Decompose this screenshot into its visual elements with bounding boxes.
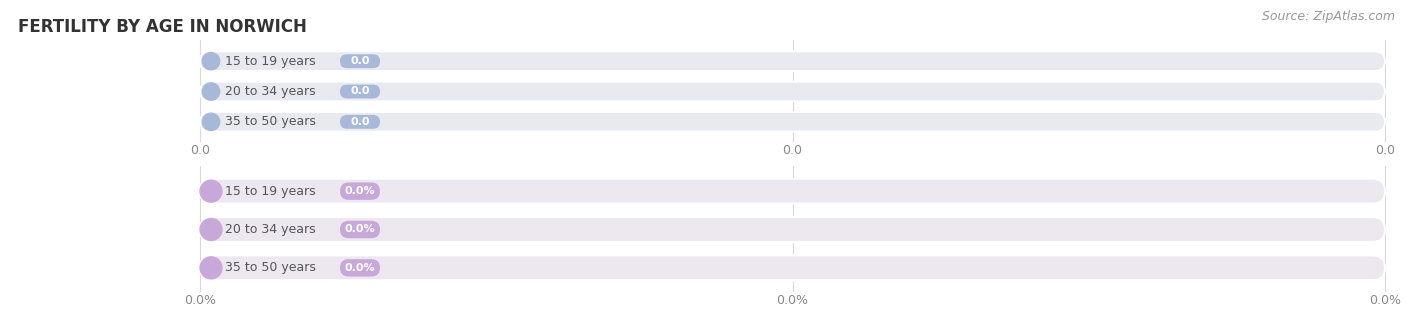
Text: 15 to 19 years: 15 to 19 years bbox=[225, 185, 315, 198]
Text: 0.0: 0.0 bbox=[350, 117, 370, 127]
Text: FERTILITY BY AGE IN NORWICH: FERTILITY BY AGE IN NORWICH bbox=[18, 18, 307, 36]
FancyBboxPatch shape bbox=[340, 115, 380, 129]
Text: 0.0: 0.0 bbox=[350, 86, 370, 96]
Text: 20 to 34 years: 20 to 34 years bbox=[225, 85, 315, 98]
FancyBboxPatch shape bbox=[200, 82, 1385, 101]
Text: 0.0: 0.0 bbox=[783, 144, 803, 157]
Text: 35 to 50 years: 35 to 50 years bbox=[225, 115, 316, 128]
Text: 0.0: 0.0 bbox=[190, 144, 209, 157]
FancyBboxPatch shape bbox=[200, 179, 1385, 204]
Text: 0.0%: 0.0% bbox=[776, 294, 808, 307]
Text: 0.0: 0.0 bbox=[1375, 144, 1395, 157]
FancyBboxPatch shape bbox=[200, 255, 1385, 280]
Circle shape bbox=[202, 113, 219, 130]
Circle shape bbox=[202, 52, 219, 70]
Text: 0.0%: 0.0% bbox=[1369, 294, 1400, 307]
FancyBboxPatch shape bbox=[340, 54, 380, 68]
FancyBboxPatch shape bbox=[340, 221, 380, 238]
Text: 0.0%: 0.0% bbox=[184, 294, 217, 307]
FancyBboxPatch shape bbox=[200, 112, 1385, 132]
Text: 15 to 19 years: 15 to 19 years bbox=[225, 55, 315, 68]
FancyBboxPatch shape bbox=[200, 217, 1385, 242]
Text: 35 to 50 years: 35 to 50 years bbox=[225, 261, 316, 274]
Circle shape bbox=[202, 83, 219, 100]
FancyBboxPatch shape bbox=[340, 259, 380, 277]
Circle shape bbox=[200, 218, 222, 241]
Text: 20 to 34 years: 20 to 34 years bbox=[225, 223, 315, 236]
Circle shape bbox=[200, 180, 222, 202]
Text: 0.0: 0.0 bbox=[350, 56, 370, 66]
Text: Source: ZipAtlas.com: Source: ZipAtlas.com bbox=[1263, 10, 1395, 23]
Text: 0.0%: 0.0% bbox=[344, 186, 375, 196]
Circle shape bbox=[200, 257, 222, 279]
FancyBboxPatch shape bbox=[200, 51, 1385, 71]
FancyBboxPatch shape bbox=[340, 182, 380, 200]
FancyBboxPatch shape bbox=[340, 84, 380, 98]
Text: 0.0%: 0.0% bbox=[344, 263, 375, 273]
Text: 0.0%: 0.0% bbox=[344, 224, 375, 235]
